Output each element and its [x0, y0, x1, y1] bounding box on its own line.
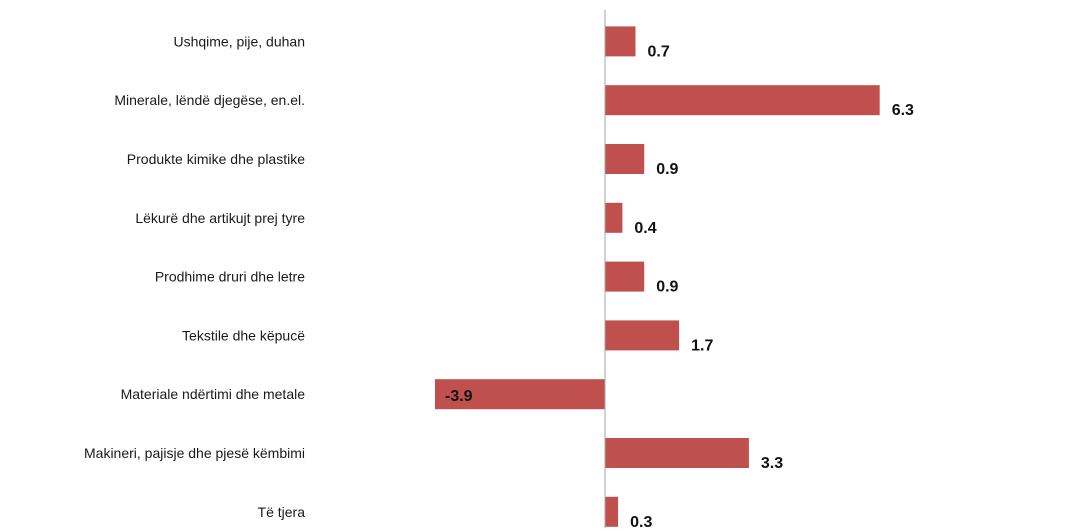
bar	[605, 320, 680, 351]
category-label: Tekstile dhe këpucë	[182, 327, 305, 343]
bar	[605, 261, 645, 292]
category-label: Minerale, lëndë djegëse, en.el.	[114, 92, 305, 108]
value-label: -3.9	[445, 388, 473, 405]
value-label: 0.9	[656, 279, 678, 296]
category-label: Prodhime druri dhe letre	[155, 269, 305, 285]
value-label: 6.3	[892, 102, 914, 119]
bar	[605, 144, 645, 174]
bar	[605, 26, 636, 57]
bars-group	[435, 26, 880, 527]
category-label: Materiale ndërtimi dhe metale	[121, 386, 306, 402]
category-label: Të tjera	[258, 504, 306, 520]
bar	[605, 85, 880, 116]
value-labels: 0.7 6.3 0.9 0.4 0.9 1.7 -3.9 3.3 0.3	[445, 43, 914, 530]
value-label: 1.7	[691, 337, 713, 354]
category-label: Makineri, pajisje dhe pjesë këmbimi	[84, 445, 305, 461]
bar	[605, 496, 619, 527]
category-labels: Ushqime, pije, duhan Minerale, lëndë djeg…	[84, 33, 305, 519]
category-label: Lëkurë dhe artikujt prej tyre	[135, 210, 305, 226]
bar	[605, 202, 623, 233]
value-label: 3.3	[761, 455, 783, 472]
value-label: 0.9	[656, 161, 678, 178]
value-label: 0.4	[634, 220, 656, 237]
category-label: Produkte kimike dhe plastike	[127, 151, 305, 167]
value-label: 0.3	[630, 514, 652, 531]
bar	[605, 438, 749, 468]
bar	[435, 379, 605, 410]
category-label: Ushqime, pije, duhan	[173, 33, 305, 49]
value-label: 0.7	[648, 43, 670, 60]
